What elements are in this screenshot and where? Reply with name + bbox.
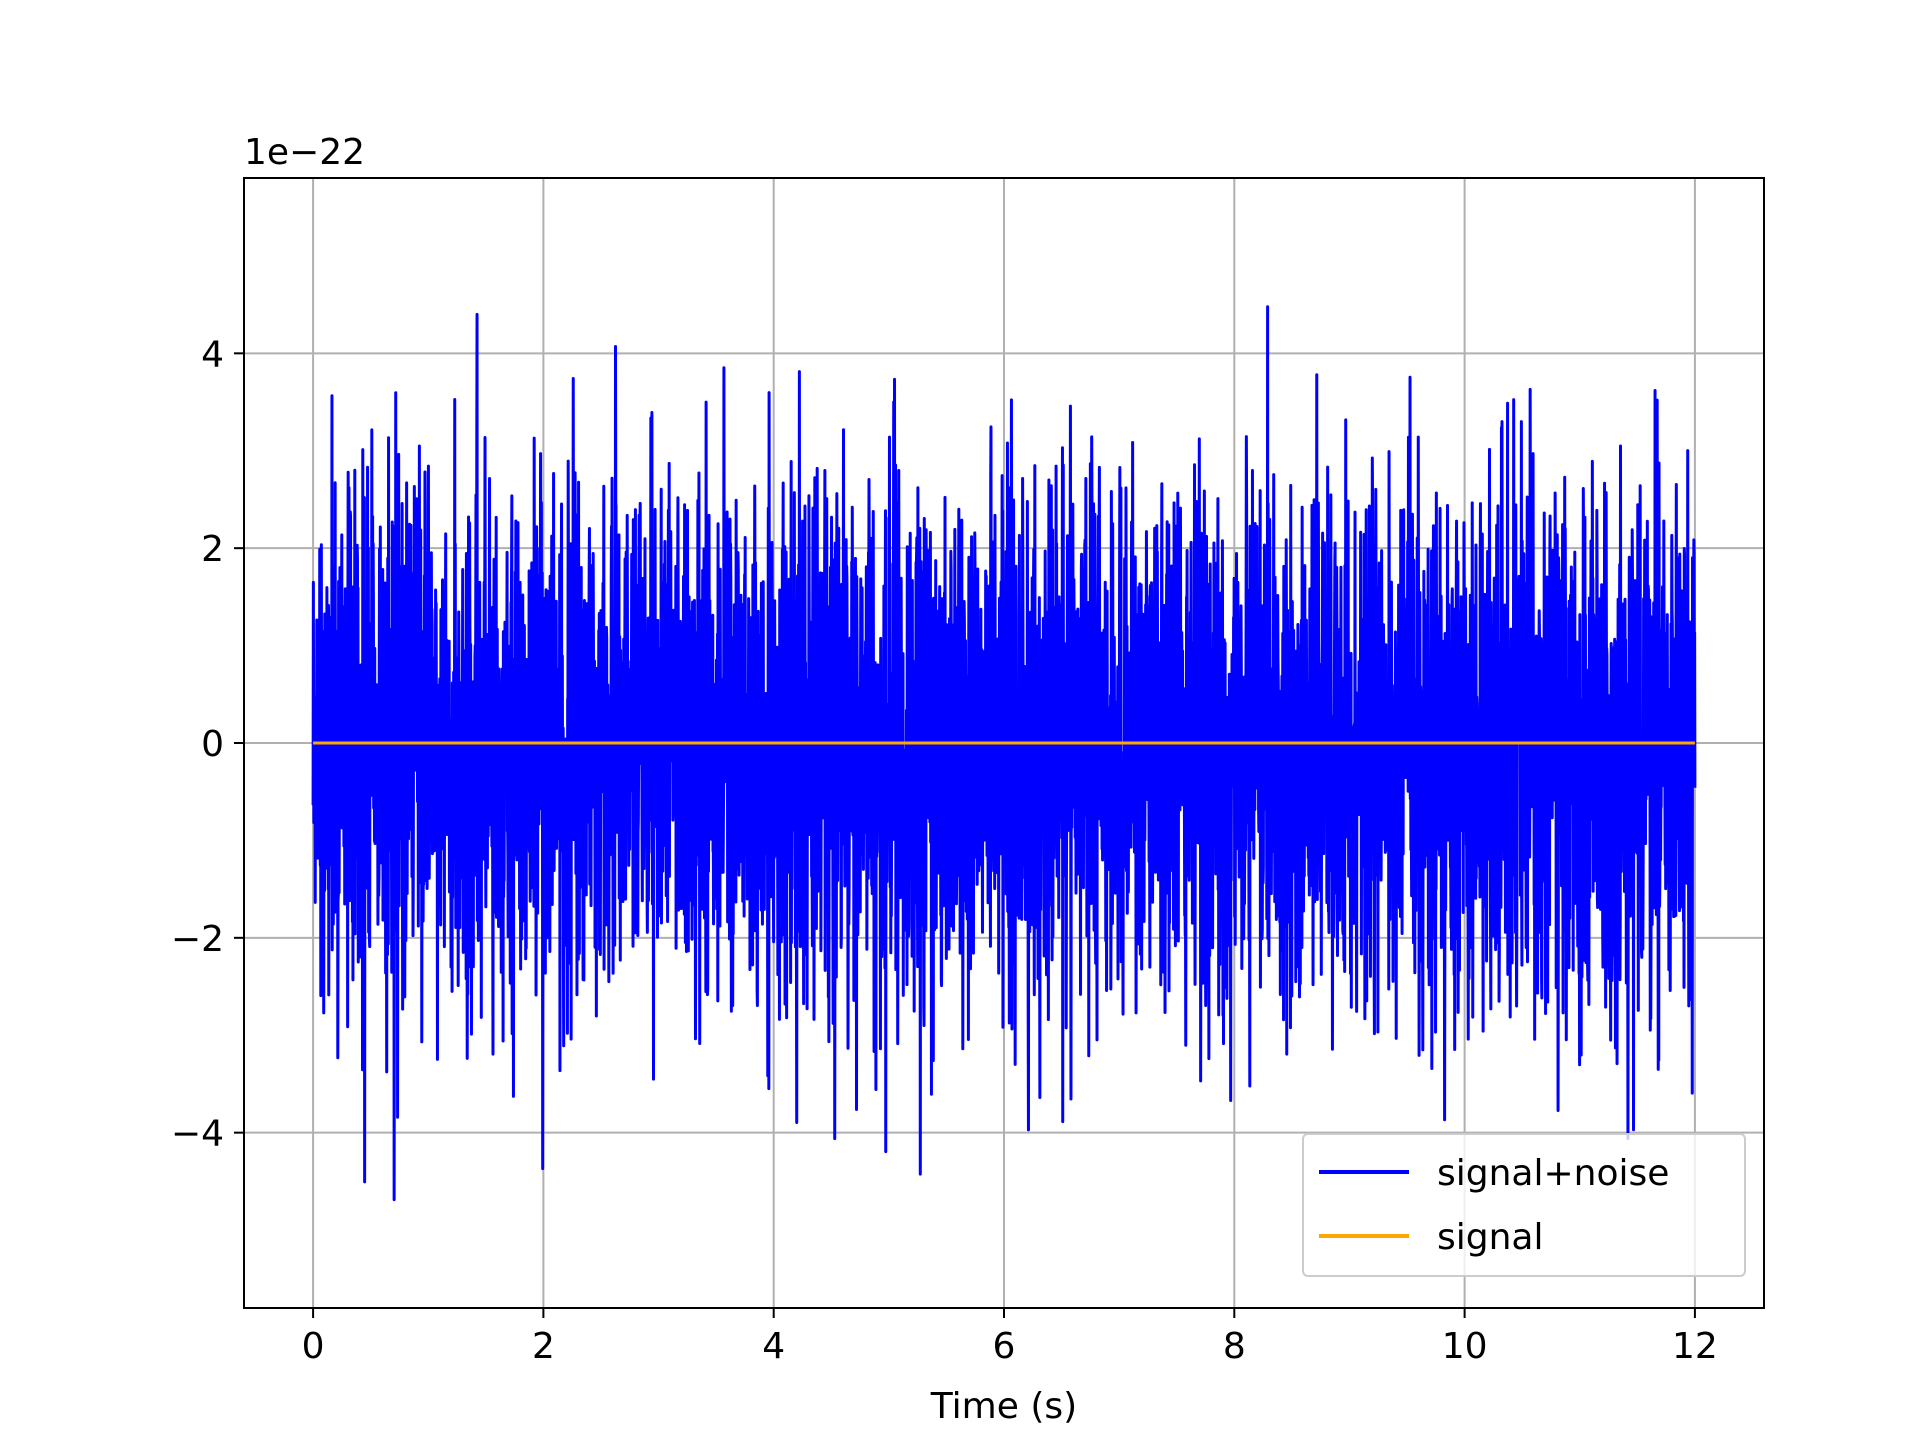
x-tick-label: 4 (762, 1326, 785, 1367)
y-tick-label: −4 (171, 1114, 224, 1155)
series-signal-noise (311, 305, 1697, 1202)
ticks: 0 2 4 6 8 10 12 −4 −2 0 2 4 (171, 334, 1718, 1367)
series-layer (311, 305, 1697, 1202)
x-tick-label: 12 (1672, 1326, 1718, 1367)
x-axis-label: Time (s) (930, 1386, 1077, 1427)
x-tick-label: 6 (993, 1326, 1016, 1367)
x-tick-label: 2 (532, 1326, 555, 1367)
legend-label-signal: signal (1437, 1217, 1544, 1258)
y-tick-label: 4 (201, 334, 224, 375)
x-tick-label: 0 (302, 1326, 325, 1367)
legend-label-signal-noise: signal+noise (1437, 1153, 1669, 1194)
y-offset-label: 1e−22 (244, 132, 365, 173)
y-tick-label: 0 (201, 724, 224, 765)
x-tick-label: 8 (1223, 1326, 1246, 1367)
x-tick-label: 10 (1442, 1326, 1488, 1367)
legend-box (1302, 1133, 1746, 1277)
y-tick-label: −2 (171, 919, 224, 960)
y-tick-label: 2 (201, 529, 224, 570)
legend: signal+noise signal (1302, 1133, 1746, 1277)
